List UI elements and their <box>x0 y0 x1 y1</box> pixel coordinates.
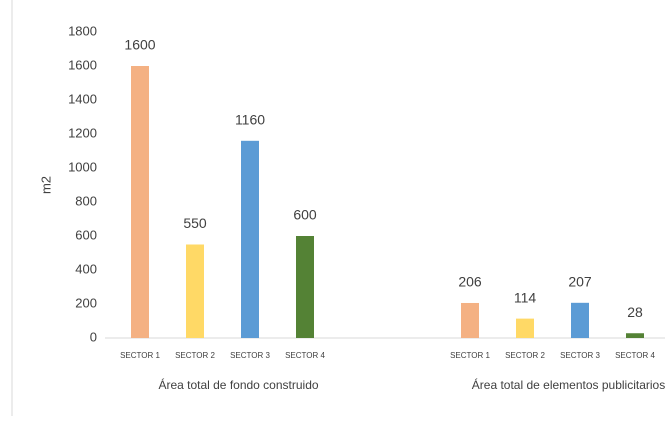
data-label: 28 <box>627 304 643 320</box>
x-tick-label: SECTOR 1 <box>450 351 490 360</box>
y-tick-label: 200 <box>75 295 97 310</box>
bar <box>296 236 314 338</box>
y-tick-label: 1400 <box>68 91 97 106</box>
data-label: 206 <box>458 274 482 290</box>
bar <box>186 244 204 338</box>
x-group-label: Área total de elementos publicitarios <box>472 377 665 392</box>
bar <box>571 302 589 338</box>
bar <box>516 318 534 338</box>
y-tick-label: 800 <box>75 193 97 208</box>
x-tick-label: SECTOR 4 <box>615 351 655 360</box>
data-label: 600 <box>293 207 317 223</box>
y-axis-label: m2 <box>38 176 53 194</box>
y-tick-label: 1600 <box>68 57 97 72</box>
bar <box>461 302 479 338</box>
y-tick-label: 1200 <box>68 125 97 140</box>
bar <box>131 66 149 338</box>
y-tick-label: 1800 <box>68 23 97 38</box>
x-tick-label: SECTOR 1 <box>120 351 160 360</box>
x-tick-label: SECTOR 3 <box>560 351 600 360</box>
data-label: 114 <box>514 289 537 305</box>
data-label: 550 <box>183 215 207 231</box>
bar <box>241 140 259 338</box>
data-label: 1600 <box>124 37 155 53</box>
y-tick-label: 600 <box>75 227 97 242</box>
bar <box>626 333 644 338</box>
x-tick-label: SECTOR 3 <box>230 351 270 360</box>
y-tick-label: 400 <box>75 261 97 276</box>
x-tick-label: SECTOR 2 <box>505 351 545 360</box>
y-tick-label: 1000 <box>68 159 97 174</box>
x-group-label: Área total de fondo construido <box>158 377 318 392</box>
data-label: 1160 <box>235 112 265 128</box>
data-label: 207 <box>568 274 592 290</box>
x-tick-label: SECTOR 4 <box>285 351 325 360</box>
x-tick-label: SECTOR 2 <box>175 351 215 360</box>
y-tick-label: 0 <box>90 329 97 344</box>
